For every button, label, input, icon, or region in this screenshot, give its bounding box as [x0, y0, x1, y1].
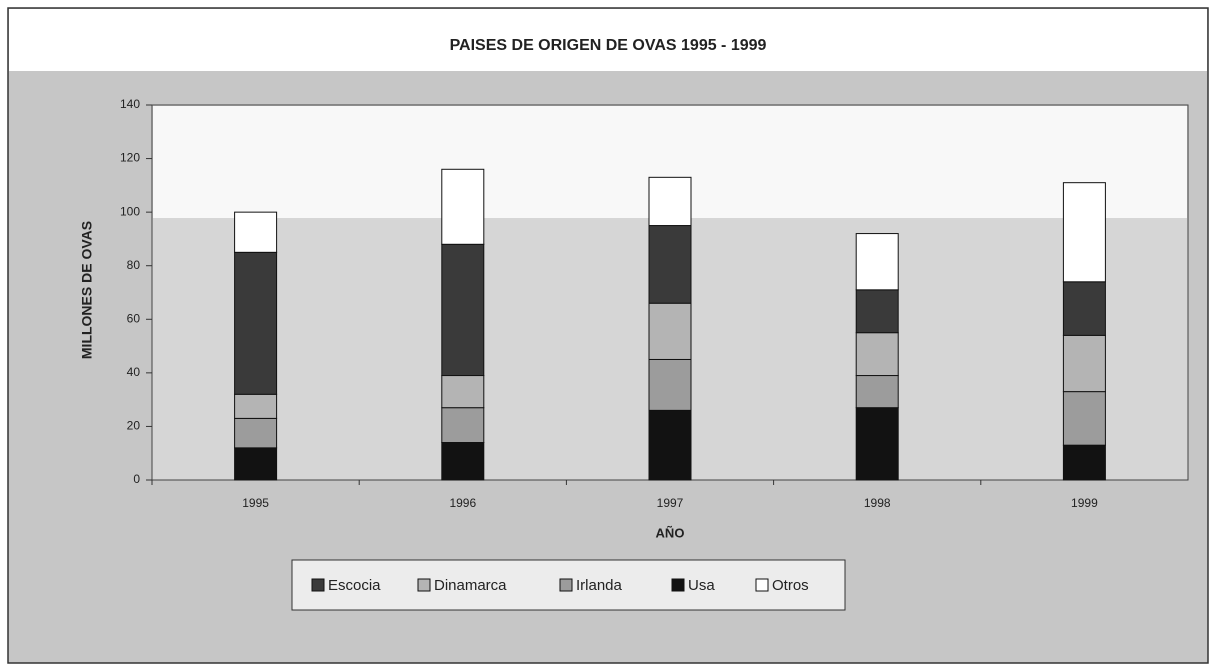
bar-segment	[234, 417, 278, 449]
bar-segment	[855, 407, 899, 481]
bar-segment	[441, 243, 485, 377]
bar-segment	[648, 225, 692, 304]
bar-segment	[855, 332, 899, 377]
y-tick-label: 80	[127, 258, 141, 272]
y-tick-label: 20	[127, 419, 141, 433]
y-tick-label: 140	[120, 97, 140, 111]
bar-segment	[648, 358, 692, 411]
bar-segment	[234, 447, 278, 481]
legend-swatch	[671, 578, 685, 592]
bar-segment	[648, 409, 692, 481]
bar-segment	[234, 251, 278, 395]
legend-label: Otros	[772, 577, 809, 594]
legend-label: Usa	[688, 577, 715, 594]
legend-swatch	[311, 578, 325, 592]
x-axis-label: AÑO	[656, 525, 685, 540]
legend-label: Irlanda	[576, 577, 623, 594]
legend-swatch	[417, 578, 431, 592]
bar-segment	[1062, 281, 1106, 336]
bar-segment	[648, 176, 692, 227]
bar-segment	[855, 233, 899, 291]
y-tick-label: 100	[120, 204, 140, 218]
x-tick-label: 1995	[242, 496, 269, 510]
bar-segment	[1062, 444, 1106, 481]
bar-segment	[234, 211, 278, 253]
bar-segment	[855, 375, 899, 409]
legend-swatch	[755, 578, 769, 592]
bar-segment	[855, 289, 899, 334]
chart-title: PAISES DE ORIGEN DE OVAS 1995 - 1999	[450, 37, 767, 54]
bar-segment	[1062, 182, 1106, 283]
y-tick-label: 120	[120, 151, 140, 165]
y-tick-label: 40	[127, 365, 141, 379]
x-tick-label: 1997	[657, 496, 684, 510]
y-tick-label: 0	[133, 472, 140, 486]
bar-segment	[441, 375, 485, 409]
legend-label: Dinamarca	[434, 577, 507, 594]
bar-segment	[1062, 334, 1106, 393]
x-tick-label: 1999	[1071, 496, 1098, 510]
y-axis-label: MILLONES DE OVAS	[79, 221, 95, 359]
bar-segment	[441, 168, 485, 245]
bar-segment	[648, 302, 692, 360]
bar-segment	[1062, 391, 1106, 446]
title-band	[9, 9, 1207, 71]
y-tick-label: 60	[127, 311, 141, 325]
legend-label: Escocia	[328, 577, 381, 594]
legend-swatch	[559, 578, 573, 592]
bar-segment	[441, 407, 485, 443]
bar-segment	[441, 442, 485, 481]
bar-segment	[234, 393, 278, 419]
x-tick-label: 1996	[449, 496, 476, 510]
x-tick-label: 1998	[864, 496, 891, 510]
